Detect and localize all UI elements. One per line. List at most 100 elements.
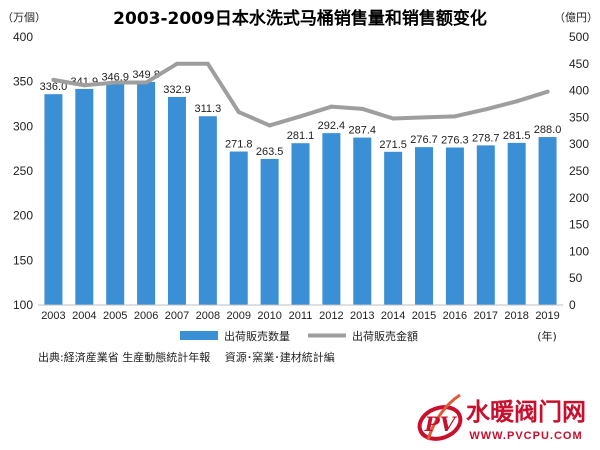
right-axis-tick: 150 [569,218,589,232]
line-point [452,114,457,119]
line-point [422,115,427,120]
bar-data-label: 278.7 [472,132,500,144]
line-point [144,80,149,85]
x-axis-tick: 2015 [412,310,436,322]
bar [353,137,372,305]
right-axis-unit: （億円） [554,11,598,24]
x-axis-tick: 2019 [535,310,559,322]
x-axis-tick: 2008 [196,310,220,322]
bar [75,88,94,305]
x-axis-tick: 2014 [381,310,405,322]
left-axis-tick: 150 [13,253,33,267]
x-axis-tick: 2005 [103,310,127,322]
right-axis-tick: 500 [569,30,589,44]
bar-data-label: 332.9 [163,84,191,96]
line-point [298,114,303,119]
right-axis-tick: 50 [569,271,583,285]
legend-bar-swatch [180,331,218,340]
bar [384,151,403,305]
source-note: 出典:経済産業省 生産動態統計年報 資源･窯業･建材統計編 [38,350,335,364]
bar [415,147,434,305]
bar [106,84,125,305]
x-axis-tick: 2007 [165,310,189,322]
x-axis-unit: (年) [537,329,557,343]
line-point [545,89,550,94]
right-axis-tick: 400 [569,84,589,98]
bar [44,94,63,305]
x-axis-tick: 2013 [350,310,374,322]
legend: 出荷販売数量 出荷販売金額 [180,329,418,343]
bar [167,96,186,306]
bar [198,116,217,305]
watermark-name: 水暖阀门网 [466,398,586,426]
left-axis-tick: 350 [13,75,33,89]
plot-area: 100 150 200 250 300 350 400 0 50 100 150 200 250 300 3… [13,30,589,322]
x-axis-tick: 2009 [226,310,250,322]
line-point [113,80,118,85]
bar [291,143,310,305]
x-axis-tick: 2010 [257,310,281,322]
bar-data-label: 287.4 [348,125,376,137]
bar-data-label: 263.5 [256,146,284,158]
x-axis-tick: 2016 [443,310,467,322]
bar-data-label: 276.3 [441,135,469,147]
watermark-logo-letter: PV [424,412,458,436]
bar-data-label: 281.1 [287,130,315,142]
watermark-logo: PV [417,393,463,441]
bar [322,133,341,305]
line-point [514,99,519,104]
line-point [236,110,241,115]
bar-data-label: 336.0 [40,81,68,93]
right-axis-tick: 450 [569,57,589,71]
bar-data-label: 271.5 [379,139,407,151]
right-axis-tick: 350 [569,110,589,124]
watermark: PV 水暖阀门网 WWW.PVCPU.COM [417,393,586,442]
x-axis-tick: 2018 [504,310,528,322]
bar-data-label: 271.8 [225,139,253,151]
left-axis-tick: 100 [13,298,33,312]
line-point [267,123,272,128]
right-axis-tick: 300 [569,137,589,151]
left-axis-tick: 250 [13,164,33,178]
left-axis-tick: 300 [13,119,33,133]
line-point [483,107,488,112]
x-axis-tick: 2004 [72,310,96,322]
line-point [391,116,396,121]
line-point [205,61,210,66]
x-axis-tick: 2006 [134,310,158,322]
bar-data-label: 288.0 [534,124,562,136]
bar [445,147,464,305]
left-axis-unit: （万個） [2,11,46,24]
chart-title: 2003-2009日本水洗式马桶销售量和销售额变化 [113,8,487,29]
right-axis-tick: 250 [569,164,589,178]
watermark-url: WWW.PVCPU.COM [469,430,582,442]
line-point [51,77,56,82]
bar-data-label: 311.3 [194,103,221,115]
bar [137,81,156,305]
bar [507,142,526,305]
bar-data-label: 292.4 [318,120,346,132]
x-axis-tick: 2011 [289,310,313,322]
line-point [82,83,87,88]
bar-data-label: 276.7 [410,134,438,146]
left-axis-tick: 200 [13,209,33,223]
left-axis-tick: 400 [13,30,33,44]
bar-data-label: 281.5 [503,130,531,142]
bar [260,158,279,305]
right-axis-tick: 0 [569,298,576,312]
x-axis-tick: 2012 [319,310,343,322]
legend-line-label: 出荷販売金額 [352,329,418,343]
bar [229,151,248,305]
right-axis-tick: 200 [569,191,589,205]
right-axis-tick: 100 [569,244,589,258]
bar [476,145,495,305]
line-point [174,61,179,66]
legend-bar-label: 出荷販売数量 [224,329,290,343]
x-axis-tick: 2017 [474,310,498,322]
bar [538,137,557,305]
line-point [360,106,365,111]
line-point [329,104,334,109]
bar-data-label: 346.9 [101,71,129,83]
